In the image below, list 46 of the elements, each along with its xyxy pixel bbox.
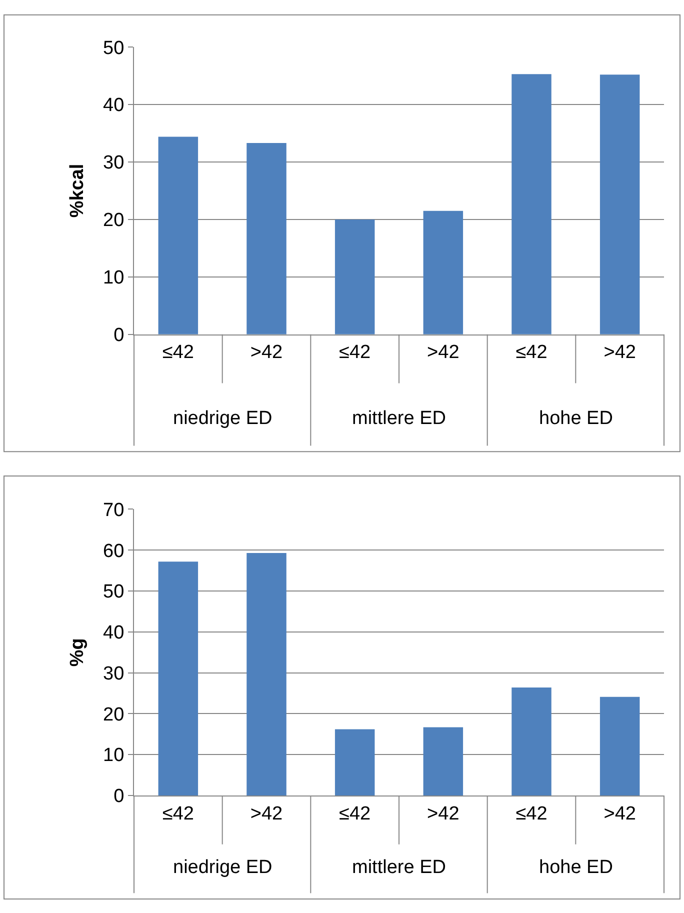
y-tick-label: 0 [114, 324, 124, 346]
y-tick-label: 60 [103, 540, 124, 562]
text: niedrige ED [173, 408, 272, 429]
bar [334, 219, 375, 334]
y-tick-label: 40 [103, 95, 124, 116]
bar [512, 74, 552, 334]
bar [334, 729, 375, 796]
bar [600, 74, 640, 334]
y-axis-title: %g [66, 638, 88, 667]
bar [158, 136, 198, 334]
y-tick-label: 10 [103, 745, 124, 766]
x-tick-label: ≤42 [339, 342, 371, 364]
bar [600, 696, 640, 796]
bar [423, 727, 464, 796]
y-tick-label: 70 [103, 500, 124, 521]
bar [158, 562, 198, 796]
x-tick-label: ≤42 [162, 342, 194, 364]
y-tick-label: 40 [103, 622, 124, 644]
y-tick-label: 30 [103, 663, 124, 684]
text: mittlere ED [352, 857, 446, 878]
x-tick-label: ≤42 [516, 803, 548, 824]
x-tick-label: >42 [250, 803, 283, 824]
text: hohe ED [539, 408, 613, 429]
text: niedrige ED [173, 857, 272, 878]
text: hohe ED [539, 857, 613, 878]
bar [512, 688, 552, 796]
text: mittlere ED [352, 408, 446, 429]
y-tick-label: 0 [114, 786, 124, 808]
y-tick-label: 30 [103, 152, 124, 174]
x-tick-label: ≤42 [516, 342, 548, 364]
bar [423, 210, 464, 334]
y-tick-label: 50 [103, 582, 124, 603]
y-tick-label: 10 [103, 268, 124, 289]
x-tick-label: >42 [427, 342, 460, 364]
bar [246, 143, 286, 334]
x-tick-label: ≤42 [162, 803, 194, 824]
x-tick-label: >42 [604, 803, 636, 824]
y-tick-label: 20 [103, 704, 124, 726]
x-tick-label: >42 [427, 803, 460, 824]
y-axis-title: %kcal [66, 164, 88, 218]
y-tick-label: 20 [103, 210, 124, 232]
x-tick-label: >42 [604, 342, 636, 364]
y-tick-label: 50 [103, 38, 124, 59]
x-tick-label: ≤42 [339, 803, 371, 824]
bar [246, 552, 286, 796]
x-tick-label: >42 [250, 342, 283, 364]
